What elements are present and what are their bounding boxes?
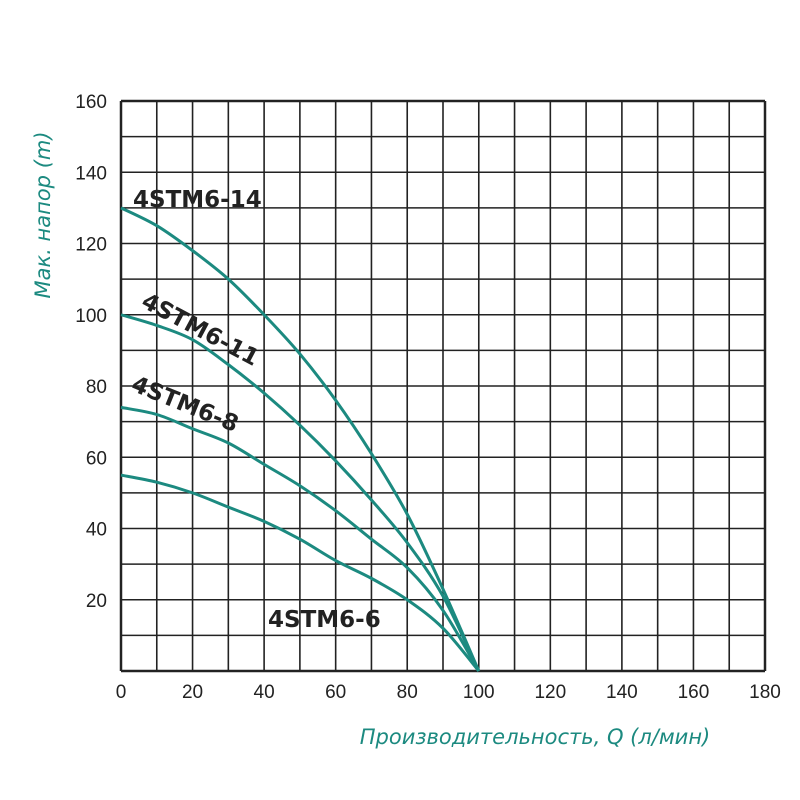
- y-tick-label: 80: [86, 377, 107, 398]
- series-line-4stm6-14: [120, 206, 481, 672]
- y-tick-label: 20: [86, 591, 107, 612]
- series-label-4stm6-6: 4STM6-6: [268, 607, 381, 633]
- y-tick-label: 160: [75, 92, 107, 113]
- series-line-4stm6-8: [120, 405, 481, 672]
- x-tick-label: 100: [463, 682, 495, 703]
- x-tick-label: 60: [325, 682, 346, 703]
- series-label-4stm6-8: 4STM6-8: [128, 371, 242, 437]
- x-tick-label: 160: [678, 682, 710, 703]
- series-label-4stm6-14: 4STM6-14: [133, 187, 262, 213]
- y-tick-label: 40: [86, 520, 107, 541]
- curves: [120, 206, 481, 672]
- x-tick-label: 140: [606, 682, 638, 703]
- y-tick-label: 140: [75, 163, 107, 184]
- x-tick-label: 120: [534, 682, 566, 703]
- x-tick-label: 80: [397, 682, 418, 703]
- series-line-4stm6-6: [120, 473, 480, 672]
- y-tick-label: 120: [75, 235, 107, 256]
- grid: [119, 99, 767, 673]
- x-tick-label: 180: [749, 682, 781, 703]
- y-tick-label: 60: [86, 448, 107, 469]
- y-axis-label: Мак. напор (m): [31, 131, 55, 298]
- x-tick-label: 40: [254, 682, 275, 703]
- x-axis-label: Производительность, Q (л/мин): [360, 725, 711, 749]
- tick-labels: 0 20 40 60 80 100 120 140 160 180 20 40 60 80 100 120 14…: [75, 92, 781, 703]
- x-tick-label: 20: [182, 682, 203, 703]
- series-line-4stm6-11: [120, 313, 481, 672]
- y-tick-label: 100: [75, 306, 107, 327]
- x-tick-label: 0: [116, 682, 127, 703]
